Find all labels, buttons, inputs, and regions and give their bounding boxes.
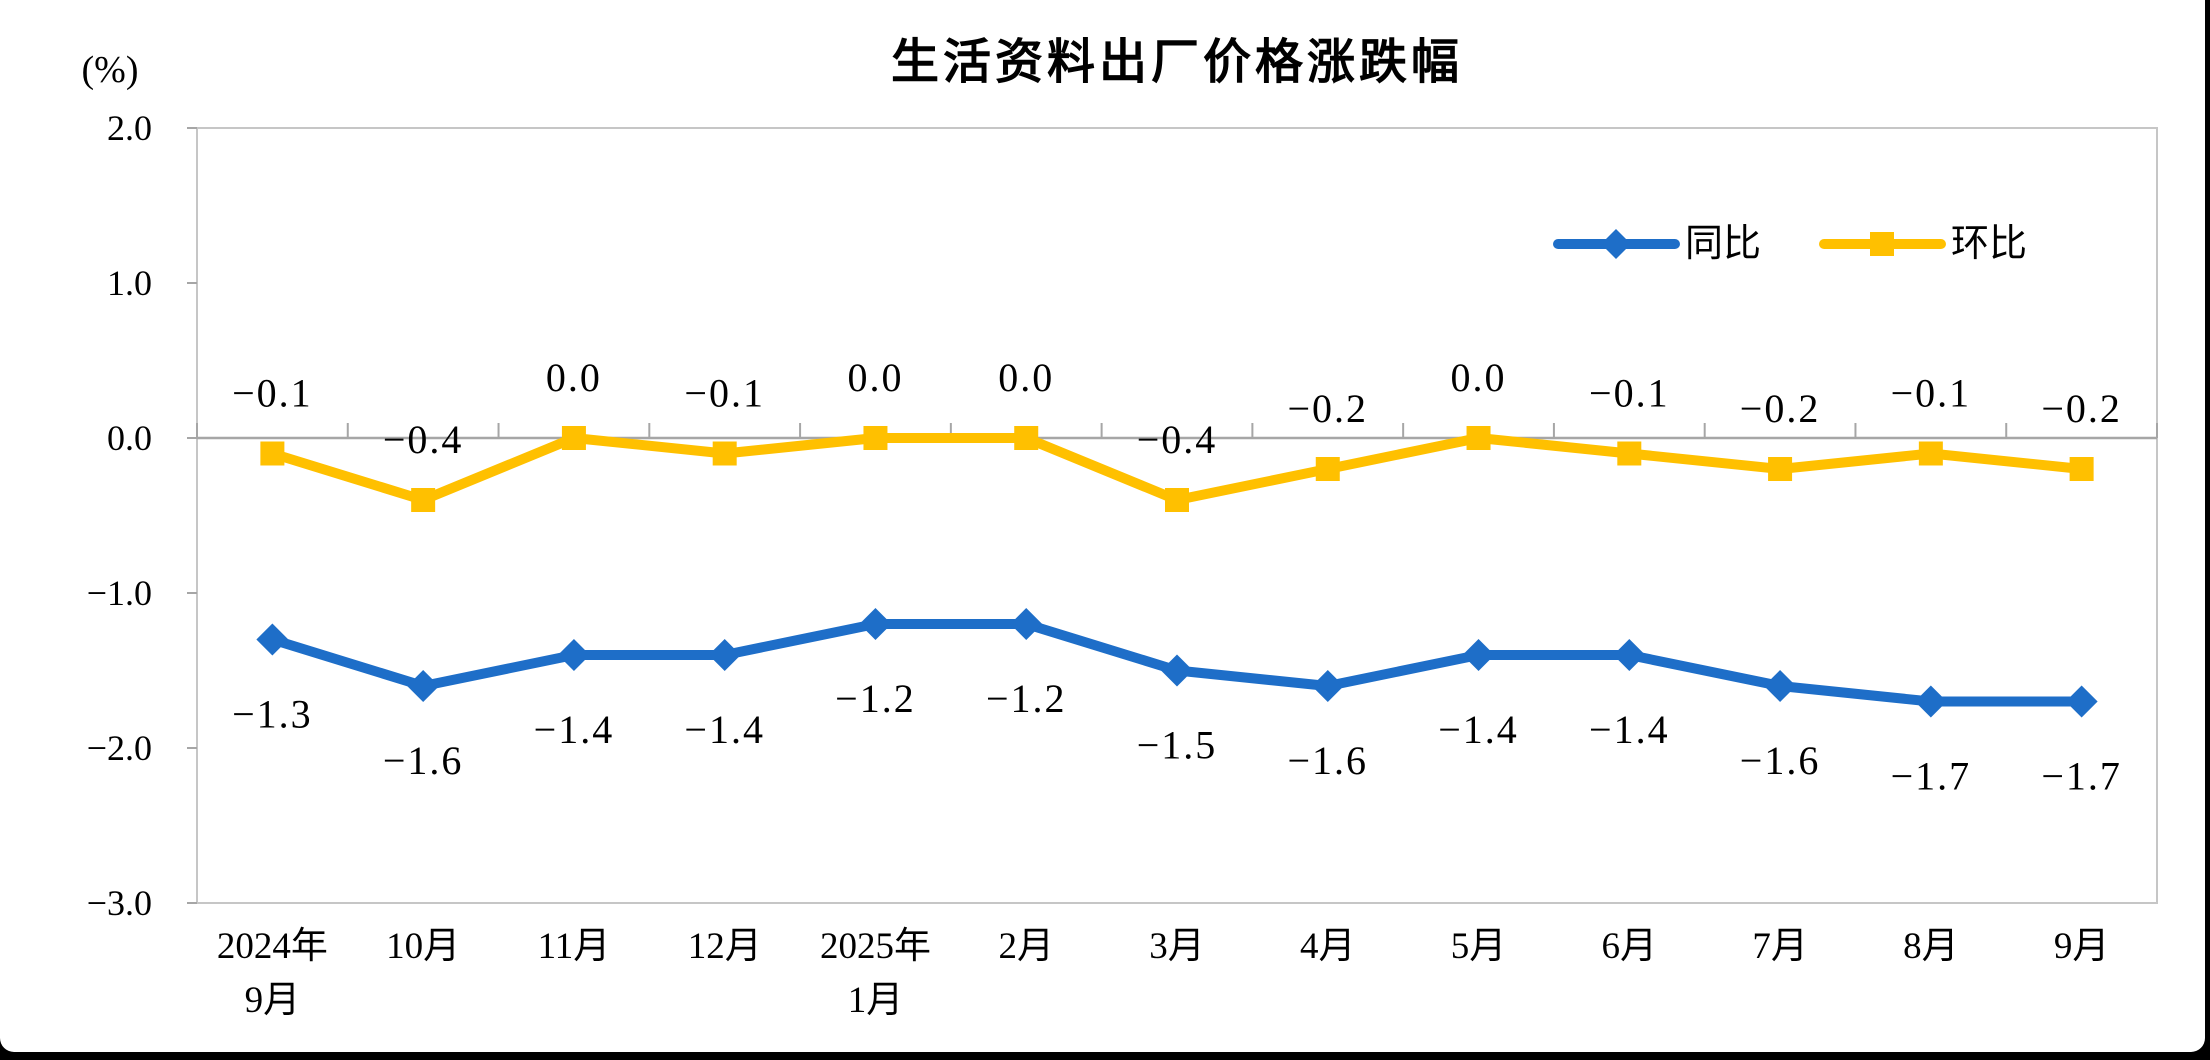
data-point-marker: [1161, 654, 1193, 687]
data-label: −1.7: [1891, 754, 1972, 799]
data-point-marker: [256, 623, 289, 656]
legend-square-marker-icon: [1870, 232, 1894, 256]
data-label: −0.1: [684, 371, 765, 416]
data-label: −1.7: [2041, 754, 2122, 799]
legend-diamond-marker-icon: [1601, 229, 1631, 259]
data-label: −0.1: [1891, 371, 1972, 416]
x-axis-category-label: 2024年 9月: [217, 925, 328, 1021]
y-axis-tick-label: −1.0: [87, 573, 152, 613]
data-point-marker: [708, 639, 741, 671]
x-axis-tick-marks: [196, 423, 2158, 438]
data-point-marker: [1014, 426, 1039, 450]
data-label: −0.1: [1589, 371, 1670, 416]
data-point-marker: [1617, 441, 1642, 466]
data-point-marker: [1914, 685, 1947, 718]
data-point-marker: [1462, 639, 1495, 671]
data-point-marker: [863, 426, 888, 450]
data-label: −1.6: [383, 738, 464, 783]
data-label: −1.4: [1438, 707, 1519, 752]
y-axis-tick-label: −3.0: [87, 883, 152, 923]
data-label: −0.2: [1287, 386, 1368, 431]
x-axis-category-label: 4月: [1300, 926, 1356, 967]
y-axis: 2.0 1.0 0.0 −1.0 −2.0 −3.0: [87, 108, 197, 923]
x-axis-category-label: 2025年 1月: [820, 925, 931, 1021]
y-axis-unit-label: (%): [81, 49, 139, 91]
data-label: −0.4: [383, 417, 464, 462]
x-axis-category-label: 10月: [386, 926, 460, 967]
data-point-marker: [1311, 670, 1344, 702]
data-label: 0.0: [1451, 355, 1507, 400]
chart-legend: 同比 环比: [1553, 223, 2027, 265]
data-point-marker: [1466, 426, 1491, 450]
y-axis-tick-label: 0.0: [107, 418, 152, 458]
x-axis-category-label: 11月: [538, 926, 611, 967]
data-point-marker: [1768, 457, 1793, 481]
data-point-marker: [411, 488, 436, 512]
data-point-marker: [1764, 670, 1797, 702]
plot-area-border: [196, 127, 2158, 904]
data-label: −0.2: [2041, 386, 2122, 431]
data-label: −1.4: [534, 707, 615, 752]
series-环比: −0.1 −0.4 0.0 −0.1 0.0 0.0 −0.4 −0.2 0.0 −0.1 −0.2…: [232, 355, 2122, 512]
data-point-marker: [1165, 488, 1189, 512]
data-label: −1.2: [835, 676, 916, 721]
data-label: −1.2: [986, 676, 1067, 721]
x-axis-category-label: 2月: [998, 926, 1054, 967]
legend-item-同比: 同比: [1553, 223, 1761, 265]
data-label: −1.4: [1589, 707, 1670, 752]
y-axis-tick-label: 2.0: [107, 108, 152, 148]
data-label: −0.2: [1740, 386, 1821, 431]
data-label: 0.0: [546, 355, 602, 400]
data-point-marker: [561, 426, 586, 450]
data-point-marker: [1918, 441, 1943, 466]
data-label: −1.6: [1287, 738, 1368, 783]
x-axis-category-label: 5月: [1451, 926, 1507, 967]
series-同比: −1.3 −1.6 −1.4 −1.4 −1.2 −1.2 −1.5 −1.6 −1.4 −1.4…: [232, 608, 2122, 799]
y-axis-tick-label: 1.0: [107, 263, 152, 303]
data-label: −0.1: [232, 371, 313, 416]
legend-label: 环比: [1951, 223, 2027, 265]
data-label: −1.5: [1137, 723, 1218, 768]
data-label: −1.4: [684, 707, 765, 752]
x-axis-category-label: 7月: [1752, 926, 1808, 967]
data-point-marker: [557, 639, 590, 671]
y-axis-tick-label: −2.0: [87, 728, 152, 768]
chart-title: 生活资料出厂价格涨跌幅: [890, 36, 1463, 89]
data-label: −1.3: [232, 692, 313, 737]
data-label: 0.0: [847, 355, 903, 400]
data-label: −1.6: [1740, 738, 1821, 783]
x-axis-category-label: 8月: [1903, 926, 1959, 967]
x-axis-category-label: 6月: [1602, 926, 1658, 967]
data-point-marker: [859, 608, 892, 640]
x-axis-category-label: 3月: [1149, 926, 1205, 967]
x-axis-category-label: 9月: [2054, 926, 2110, 967]
data-point-marker: [2065, 685, 2098, 718]
x-axis-labels: 2024年 9月 10月 11月 12月 2025年 1月 2月 3月 4月 5月 6月 7月 8月 9月: [217, 925, 2109, 1021]
data-point-marker: [2069, 457, 2094, 481]
x-axis-category-label: 12月: [688, 926, 762, 967]
data-point-marker: [1315, 457, 1340, 481]
data-point-marker: [712, 441, 737, 466]
legend-label: 同比: [1685, 223, 1761, 265]
legend-item-环比: 环比: [1819, 223, 2027, 265]
data-point-marker: [407, 670, 440, 702]
data-point-marker: [1010, 608, 1043, 640]
data-point-marker: [260, 441, 285, 466]
data-label: −0.4: [1137, 417, 1218, 462]
data-point-marker: [1613, 639, 1646, 671]
data-label: 0.0: [998, 355, 1054, 400]
